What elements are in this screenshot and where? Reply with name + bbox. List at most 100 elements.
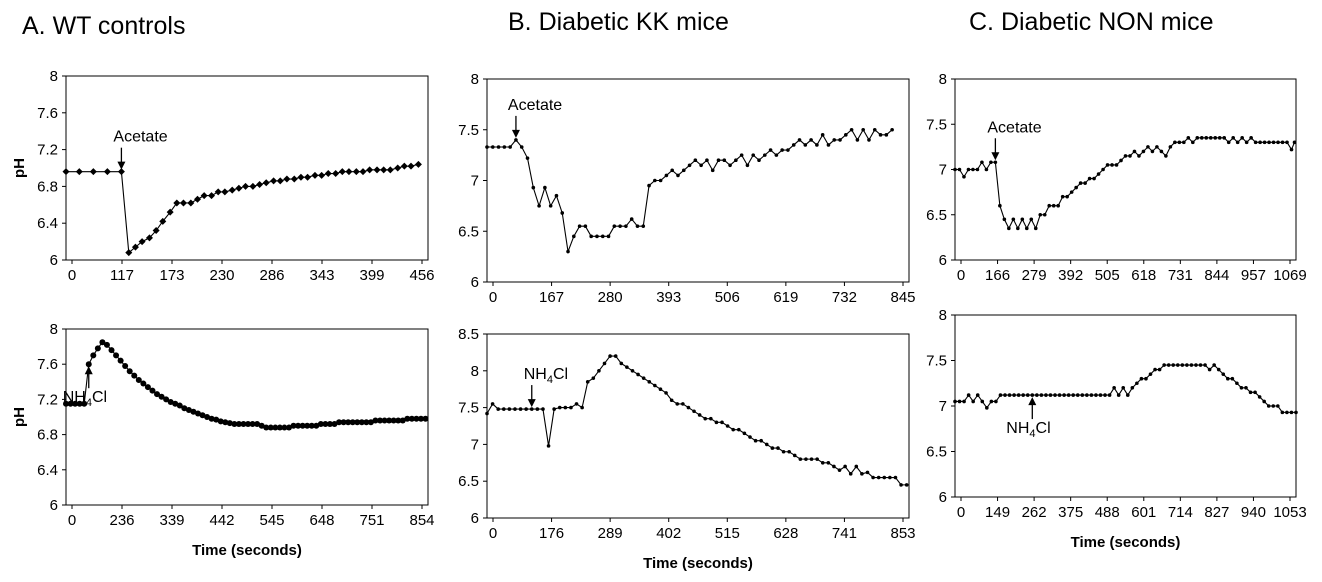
data-point — [725, 424, 730, 428]
data-point — [855, 138, 860, 142]
x-tick-label: 0 — [489, 525, 497, 542]
data-point — [228, 186, 236, 194]
x-tick-label: 731 — [1168, 267, 1193, 284]
data-point — [962, 174, 966, 179]
data-point — [1048, 393, 1053, 397]
data-point — [400, 162, 408, 170]
y-tick-label: 7 — [471, 173, 479, 190]
data-point — [1094, 393, 1098, 397]
x-tick-label: 149 — [985, 504, 1010, 521]
data-point — [1096, 172, 1101, 176]
data-point — [67, 400, 74, 407]
data-point — [1166, 363, 1171, 367]
x-tick-label: 176 — [539, 525, 564, 542]
data-point — [975, 167, 980, 172]
y-tick-label: 7.6 — [37, 356, 58, 373]
y-tick-label: 7.5 — [458, 122, 479, 139]
data-point — [81, 400, 88, 407]
data-point — [1062, 393, 1066, 397]
data-point — [882, 475, 887, 480]
data-point — [122, 362, 129, 369]
data-point — [1164, 154, 1168, 158]
x-tick-label: 628 — [773, 525, 798, 542]
y-tick-label: 6.8 — [37, 178, 58, 195]
x-axis-title: Time (seconds) — [192, 542, 302, 559]
data-point — [1024, 226, 1029, 231]
data-point — [1257, 395, 1262, 399]
data-point — [1130, 386, 1135, 390]
data-point — [372, 417, 379, 424]
data-point — [608, 354, 612, 358]
data-point — [1121, 386, 1126, 390]
data-point — [543, 185, 547, 190]
data-point — [113, 352, 120, 359]
data-point — [720, 420, 724, 425]
data-point — [1002, 217, 1007, 222]
data-point — [270, 177, 278, 185]
data-point — [1162, 363, 1166, 367]
data-point — [849, 127, 854, 132]
data-point — [854, 464, 859, 469]
data-point — [1047, 203, 1052, 208]
data-point — [283, 175, 291, 183]
series-line — [487, 128, 893, 254]
data-point — [838, 138, 842, 142]
series-line — [66, 163, 419, 254]
plot-frame — [486, 333, 910, 519]
data-point — [76, 400, 83, 407]
data-point — [893, 475, 898, 480]
x-tick-label: 286 — [259, 267, 284, 284]
annotation-B1-label: Acetate — [508, 97, 562, 114]
data-point — [407, 162, 415, 170]
x-tick-label: 442 — [209, 512, 234, 529]
data-point — [820, 133, 825, 137]
data-point — [1128, 154, 1132, 158]
data-point — [145, 234, 153, 242]
data-point — [560, 211, 565, 215]
data-point — [693, 158, 698, 162]
y-tick-label: 6.5 — [926, 444, 947, 461]
data-point — [404, 415, 411, 422]
data-point — [757, 158, 761, 162]
data-point — [989, 399, 994, 404]
data-point — [1244, 386, 1248, 390]
x-tick-label: 844 — [1204, 267, 1229, 284]
x-tick-label: 167 — [539, 289, 564, 306]
data-point — [600, 234, 605, 239]
data-point — [1180, 363, 1185, 367]
data-point — [1231, 136, 1235, 140]
data-point — [904, 483, 909, 487]
data-point — [163, 396, 170, 403]
x-tick-label: 399 — [359, 267, 384, 284]
x-tick-label: 289 — [598, 525, 623, 542]
data-point — [1141, 149, 1146, 154]
x-tick-label: 741 — [832, 525, 857, 542]
data-point — [993, 160, 998, 165]
data-point — [1132, 149, 1137, 154]
data-point — [962, 399, 966, 404]
data-point — [843, 464, 847, 469]
data-point — [742, 431, 747, 436]
data-point — [867, 138, 871, 142]
data-point — [899, 483, 903, 487]
data-point — [980, 399, 985, 404]
data-point — [753, 438, 758, 443]
data-point — [367, 419, 374, 426]
data-point — [787, 449, 791, 454]
data-point — [890, 127, 894, 132]
data-point — [998, 393, 1003, 397]
x-tick-label: 714 — [1168, 504, 1193, 521]
data-point — [354, 419, 361, 426]
data-point — [1294, 410, 1298, 415]
data-point — [414, 160, 422, 168]
data-point — [359, 168, 367, 176]
data-point — [1053, 393, 1057, 397]
data-point — [687, 163, 692, 168]
data-point — [381, 417, 388, 424]
data-point — [552, 407, 556, 411]
y-tick-label: 8.5 — [458, 326, 479, 343]
data-point — [675, 402, 680, 406]
data-point — [290, 422, 297, 429]
data-point — [1007, 393, 1012, 397]
data-point — [1092, 176, 1096, 181]
